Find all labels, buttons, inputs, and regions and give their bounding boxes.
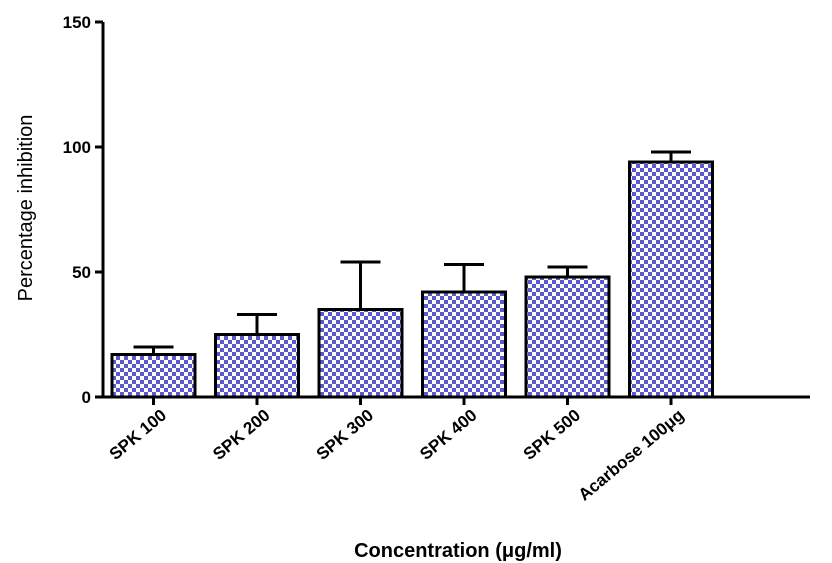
bar bbox=[628, 160, 714, 399]
y-axis-title: Percentage inhibition bbox=[15, 115, 37, 302]
y-tick-label: 100 bbox=[63, 138, 91, 157]
bars bbox=[110, 160, 714, 399]
x-tick-label: SPK 400 bbox=[416, 406, 480, 464]
bar bbox=[421, 290, 507, 399]
bar bbox=[524, 275, 611, 399]
x-tick-label: SPK 500 bbox=[520, 406, 584, 464]
y-tick-label: 150 bbox=[63, 13, 91, 32]
bar bbox=[317, 308, 404, 399]
x-tick-label: SPK 100 bbox=[106, 406, 170, 464]
y-tick-label: 0 bbox=[82, 388, 91, 407]
y-axis: 0 50 100 150 bbox=[63, 13, 105, 407]
x-axis-title: Concentration (μg/ml) bbox=[354, 540, 562, 562]
x-tick-label: SPK 300 bbox=[313, 406, 377, 464]
bar bbox=[110, 353, 197, 399]
bar bbox=[214, 333, 300, 399]
y-tick-label: 50 bbox=[72, 263, 91, 282]
category-labels: SPK 100 SPK 200 SPK 300 SPK 400 SPK 500Acarb… bbox=[106, 406, 688, 505]
x-tick-label: SPK 200 bbox=[209, 406, 273, 464]
x-tick-label: Acarbose 100μg bbox=[575, 406, 688, 505]
error-bars bbox=[133, 150, 691, 355]
